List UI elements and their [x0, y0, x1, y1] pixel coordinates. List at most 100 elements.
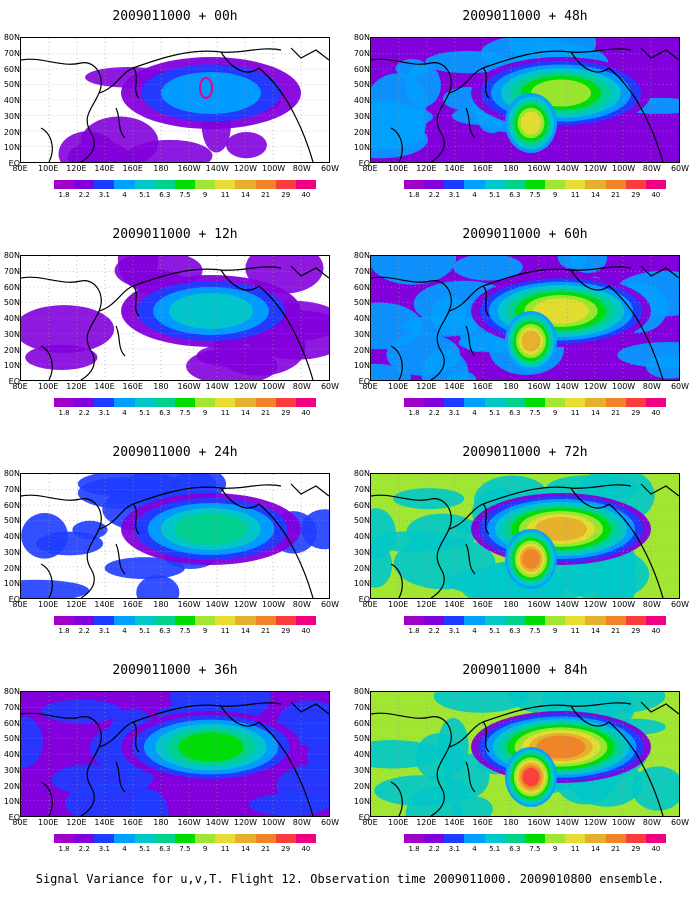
lon-label: 80W [642, 382, 661, 391]
colorbar-label: 7.5 [529, 409, 541, 417]
lat-label: 60N [353, 282, 370, 292]
coastline [640, 47, 679, 61]
colorbar-label: 40 [651, 409, 661, 417]
field-blob [451, 795, 493, 816]
colorbar-swatch [94, 834, 115, 843]
lon-label: 120W [583, 600, 608, 609]
field-blob [80, 116, 159, 162]
colorbar-label: 29 [631, 627, 641, 635]
field-blob [21, 579, 90, 598]
figure-caption: Signal Variance for u,v,T. Flight 12. Ob… [35, 872, 665, 886]
field-blob [72, 520, 108, 539]
colorbar-swatch [114, 616, 135, 625]
lat-label: EQ [8, 159, 20, 168]
colorbar-label: 40 [651, 627, 661, 635]
lat-label: 50N [3, 80, 20, 90]
lon-label: 100W [612, 164, 636, 173]
coastline [220, 705, 260, 727]
lat-label: 40N [353, 96, 370, 105]
lon-label: 160W [177, 382, 201, 391]
lon-label: 120E [416, 164, 437, 173]
colorbar-label: 11 [220, 627, 230, 635]
colorbar-label: 21 [611, 191, 621, 199]
lat-label: 20N [3, 345, 20, 355]
colorbar-swatch [444, 180, 465, 189]
colorbar-swatch [275, 398, 296, 407]
colorbar-swatch [154, 834, 175, 843]
colorbar-swatch [565, 398, 586, 407]
coastline [608, 285, 664, 380]
colorbar-swatch [295, 180, 317, 189]
colorbar-label: 14 [240, 845, 250, 853]
colorbar-label: 4 [122, 191, 127, 199]
lon-label: 140E [444, 818, 465, 827]
lon-label: 140W [555, 164, 579, 173]
coastline [570, 487, 610, 509]
map-svg [371, 474, 679, 598]
colorbar-label: 7.5 [179, 409, 191, 417]
lon-label: 120E [66, 382, 87, 391]
lon-label: 180 [503, 382, 519, 391]
colorbar-swatch [404, 398, 425, 407]
colorbar-swatch [255, 616, 276, 625]
colorbar-swatch [565, 180, 586, 189]
colorbar-swatch [605, 616, 626, 625]
coastline [390, 563, 403, 598]
colorbar [54, 398, 317, 407]
field-blob [41, 699, 122, 723]
coastline [258, 285, 314, 380]
colorbar-swatch [255, 398, 276, 407]
colorbar-swatch [645, 398, 667, 407]
jet-contour [178, 732, 244, 762]
lat-label: EQ [358, 159, 370, 168]
lat-label: EQ [358, 595, 370, 604]
colorbar-label: 5.1 [489, 845, 501, 853]
colorbar-label: 2.2 [78, 191, 90, 199]
colorbar-label: 5.1 [139, 409, 151, 417]
lon-label: 100W [612, 600, 636, 609]
lat-label: 10N [353, 579, 370, 589]
coastline [465, 107, 476, 139]
colorbar-swatch [585, 834, 606, 843]
field-blob [371, 302, 423, 350]
coastline [608, 721, 664, 816]
field-blob [393, 536, 496, 590]
lat-label: 20N [353, 563, 370, 573]
coastline [290, 265, 329, 279]
variance-map [20, 691, 330, 817]
colorbar-label: 29 [281, 627, 291, 635]
colorbar-label: 11 [570, 409, 580, 417]
variance-map [370, 691, 680, 817]
lat-label: EQ [358, 377, 370, 386]
lon-label: 120W [233, 382, 258, 391]
lat-label: 10N [3, 579, 20, 589]
colorbar-swatch [114, 834, 135, 843]
field-blob [371, 256, 457, 285]
colorbar-label: 6.3 [509, 191, 521, 199]
colorbar-swatch [464, 616, 485, 625]
lon-label: 120E [416, 818, 437, 827]
forecast-panel: 2009011000 + 24h 80N 70N 60N 50N 40N 30N 20N 10N… [0, 436, 350, 654]
colorbar-label: 21 [611, 409, 621, 417]
colorbar-swatch [174, 616, 196, 625]
colorbar-label: 29 [631, 191, 641, 199]
colorbar-swatch [605, 834, 626, 843]
coastline [640, 483, 679, 497]
colorbar-swatch [195, 180, 216, 189]
coastline [258, 721, 314, 816]
colorbar-swatch [545, 834, 566, 843]
lat-label: 70N [353, 702, 370, 712]
lon-label: 80W [642, 164, 661, 173]
lon-label: 100W [262, 600, 286, 609]
lat-label: 10N [353, 143, 370, 153]
colorbar-swatch [625, 180, 646, 189]
field-blob [431, 295, 467, 334]
panel-title: 2009011000 + 36h [112, 663, 238, 678]
colorbar-swatch [524, 398, 546, 407]
lat-label: 40N [3, 314, 20, 323]
colorbar-label: 6.3 [509, 845, 521, 853]
coastline [570, 51, 610, 73]
field-blob [371, 121, 428, 159]
colorbar-swatch [235, 398, 256, 407]
panel-title: 2009011000 + 72h [462, 445, 588, 460]
